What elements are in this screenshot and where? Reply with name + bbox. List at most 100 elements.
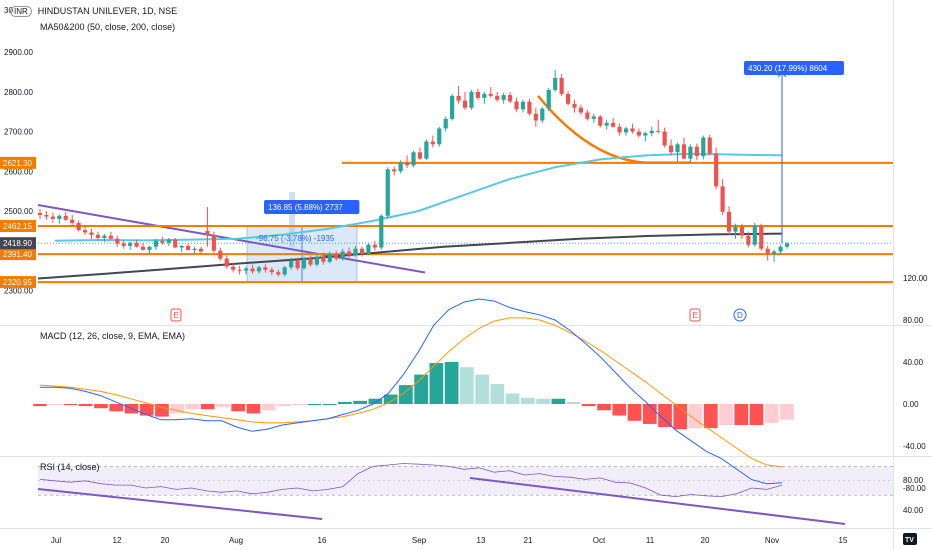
macd-histogram-bar xyxy=(261,404,276,411)
candle-body xyxy=(50,216,55,219)
candle-body xyxy=(456,95,461,101)
macd-histogram-bar xyxy=(292,404,307,406)
macd-histogram-bar xyxy=(475,374,489,404)
macd-histogram-bar xyxy=(719,404,733,425)
candle-body xyxy=(681,144,687,159)
candle-body xyxy=(321,256,326,262)
candle-body xyxy=(166,239,171,243)
macd-y-tick-label: 120.00 xyxy=(903,274,928,283)
macd-histogram-bar xyxy=(216,404,230,408)
candle-body xyxy=(44,214,49,217)
candle-body xyxy=(347,251,352,256)
candle-body xyxy=(462,100,468,108)
rsi-label: RSI (14, close) xyxy=(40,462,100,472)
level-label: 2462.15 xyxy=(3,222,32,231)
candle-body xyxy=(359,248,365,254)
macd-histogram-bar xyxy=(520,397,535,404)
candle-body xyxy=(585,112,590,119)
level-label: 2621.30 xyxy=(3,159,32,168)
measure-mid-label-bg xyxy=(264,200,360,214)
macd-histogram-bar xyxy=(155,404,169,417)
candle-body xyxy=(243,268,249,271)
candle-body xyxy=(475,91,480,98)
candle-body xyxy=(128,242,133,246)
macd-histogram-bar xyxy=(429,363,444,404)
candle-body xyxy=(443,118,448,129)
macd-histogram-bar xyxy=(307,404,322,405)
candle-body xyxy=(289,260,294,268)
candle-body xyxy=(173,239,178,248)
candle-body xyxy=(237,269,242,271)
macd-histogram-bar xyxy=(490,384,505,404)
candle-body xyxy=(746,235,751,245)
candle-body xyxy=(82,230,88,233)
level-label-bg xyxy=(0,276,36,289)
macd-histogram-bar xyxy=(170,404,185,414)
macd-legend[interactable]: MACD (12, 26, close, 9, EMA, EMA) xyxy=(40,331,185,341)
current-price-label: 2418.90 xyxy=(3,239,32,248)
level-label: 2320.95 xyxy=(3,278,32,287)
candle-body xyxy=(218,250,223,259)
rsi-legend[interactable]: RSI (14, close) xyxy=(40,462,100,472)
candle-body xyxy=(250,268,255,272)
macd-signal-line xyxy=(39,317,783,468)
rsi-band xyxy=(38,466,893,496)
earnings-icon xyxy=(689,308,701,322)
y-tick-label: 2800.00 xyxy=(4,88,33,97)
y-tick-label: 2300.00 xyxy=(4,286,33,295)
macd-histogram-bar xyxy=(109,404,124,412)
rsi-y-tick-label: 80.00 xyxy=(903,476,924,485)
macd-histogram-bar xyxy=(703,404,718,429)
candle-body xyxy=(95,234,101,238)
candle-body xyxy=(140,246,146,250)
candle-body xyxy=(488,93,493,96)
candle-body xyxy=(153,240,159,247)
x-tick-label: Oct xyxy=(593,536,606,545)
chart-title: HINDUSTAN UNILEVER, 1D, NSE xyxy=(37,6,178,16)
candle-body xyxy=(398,162,403,172)
candle-body xyxy=(784,243,790,247)
candle-body xyxy=(89,232,94,235)
candle-body xyxy=(469,91,474,108)
macd-histogram-bar xyxy=(33,404,47,407)
macd-histogram-bar xyxy=(581,404,596,407)
candle-body xyxy=(688,146,693,159)
level-label: 2391.40 xyxy=(3,250,32,259)
currency-badge[interactable]: INR xyxy=(10,6,32,17)
candle-body xyxy=(694,146,699,157)
candle-body xyxy=(134,242,139,247)
candle-body xyxy=(656,130,661,132)
candle-body xyxy=(115,238,120,244)
candle-body xyxy=(37,212,43,215)
ma-legend[interactable]: MA50&200 (50, close, 200, close) xyxy=(40,22,175,32)
candle-body xyxy=(662,131,667,146)
earnings-icon-label: E xyxy=(693,311,698,320)
candle-body xyxy=(198,248,204,252)
macd-histogram-bar xyxy=(322,404,337,405)
x-tick-label: 20 xyxy=(161,536,170,545)
candle-body xyxy=(205,230,210,235)
candle-body xyxy=(70,219,75,223)
macd-histogram-bar xyxy=(551,398,566,404)
macd-histogram-bar xyxy=(399,385,413,404)
y-tick-label: 2600.00 xyxy=(4,167,33,176)
macd-histogram-bar xyxy=(673,404,688,430)
macd-histogram-bar xyxy=(63,404,78,406)
x-tick-label: Nov xyxy=(765,536,779,545)
x-tick-label: Sep xyxy=(412,536,427,545)
candle-body xyxy=(675,144,680,153)
macd-histogram-bar xyxy=(612,404,627,416)
macd-histogram-bar xyxy=(338,401,352,404)
candle-body xyxy=(224,258,229,267)
macd-histogram-bar xyxy=(749,404,764,425)
measure-mid-label: 136.85 (5.88%) 2737 xyxy=(268,203,343,212)
candle-body xyxy=(701,137,706,157)
macd-histogram-bar xyxy=(444,362,459,404)
macd-histogram-bar xyxy=(658,404,672,428)
candle-body xyxy=(765,248,770,254)
candle-body xyxy=(379,215,384,248)
candle-body xyxy=(450,95,455,119)
candle-body xyxy=(636,131,641,136)
y-tick-label: 2700.00 xyxy=(4,128,33,137)
